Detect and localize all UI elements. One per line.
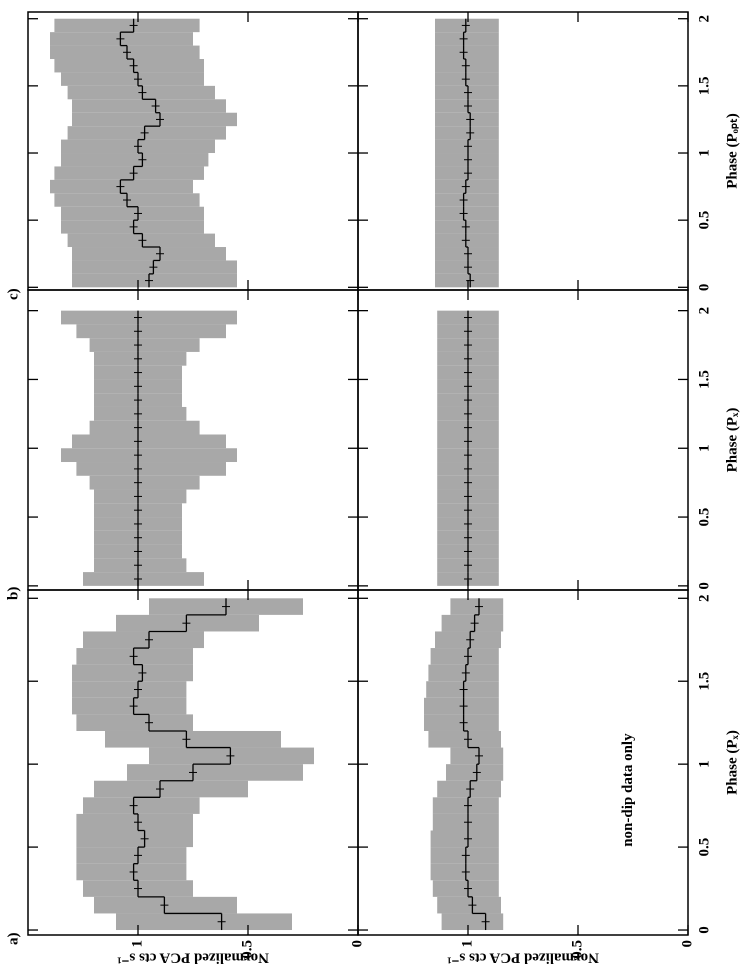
annotation: non-dip data only — [620, 733, 636, 847]
rotated-figure: 00.51a)Normalized PCA cts s⁻¹00.511.5200… — [5, 11, 740, 966]
scatter-cloud — [61, 206, 204, 221]
scatter-cloud — [72, 697, 187, 715]
x-tick-label: 0.5 — [696, 838, 712, 857]
y-tick-label: 0.5 — [239, 940, 255, 959]
scatter-cloud — [76, 324, 227, 339]
x-tick-label: 2 — [696, 595, 712, 603]
x-axis-label: Phase (Pₓ) — [724, 730, 740, 795]
x-axis-label: Phase (Pₒₚₜ) — [724, 113, 740, 189]
scatter-cloud — [61, 153, 209, 167]
scatter-cloud — [72, 681, 187, 698]
scatter-cloud — [89, 475, 200, 490]
scatter-cloud — [116, 913, 292, 931]
scatter-cloud — [89, 420, 200, 435]
scatter-cloud — [72, 247, 226, 261]
scatter-cloud — [54, 18, 200, 33]
x-tick-label: 1 — [696, 445, 712, 453]
x-axis-label: Phase (Pₓ) — [724, 408, 740, 473]
scatter-cloud — [72, 273, 237, 288]
x-tick-label: 0 — [696, 284, 712, 292]
scatter-cloud — [54, 166, 205, 180]
scatter-cloud — [72, 112, 237, 127]
scatter-cloud — [61, 448, 237, 463]
y-tick-label: 1 — [129, 940, 145, 948]
scatter-cloud — [83, 631, 204, 649]
x-tick-label: 0 — [696, 582, 712, 590]
y-tick-label: 0 — [349, 940, 365, 948]
scatter-cloud — [89, 338, 200, 352]
scatter-cloud — [61, 310, 237, 325]
scatter-cloud — [441, 913, 504, 931]
scatter-cloud — [83, 797, 200, 814]
scatter-cloud — [76, 714, 193, 731]
x-tick-label: 0.5 — [696, 508, 712, 527]
x-tick-label: 0.5 — [696, 211, 712, 230]
x-tick-label: 1 — [696, 149, 712, 157]
scatter-cloud — [127, 764, 303, 781]
x-tick-label: 2 — [696, 15, 712, 23]
scatter-cloud — [72, 664, 193, 682]
x-tick-label: 1.5 — [696, 370, 712, 389]
scatter-cloud — [76, 830, 193, 848]
y-axis-label: Normalized PCA cts s⁻¹ — [117, 950, 269, 966]
scatter-cloud — [83, 572, 204, 586]
y-axis-label: Normalized PCA cts s⁻¹ — [447, 950, 599, 966]
scatter-cloud — [72, 99, 226, 113]
panel-frame — [357, 289, 689, 591]
scatter-cloud — [105, 730, 281, 748]
x-tick-label: 2 — [696, 307, 712, 315]
scatter-cloud — [54, 59, 205, 73]
x-tick-label: 1.5 — [696, 76, 712, 95]
scatter-cloud — [72, 434, 226, 449]
scatter-cloud — [76, 847, 187, 864]
x-tick-label: 1.5 — [696, 672, 712, 691]
panel-label: b) — [5, 587, 21, 600]
panel-frame — [357, 589, 689, 936]
panel-frame — [357, 11, 689, 291]
scatter-cloud — [76, 462, 227, 476]
y-tick-label: 1 — [459, 940, 475, 948]
x-tick-label: 1 — [696, 760, 712, 768]
scatter-cloud — [94, 780, 248, 798]
y-tick-label: 0 — [679, 940, 695, 948]
panel-label: c) — [5, 288, 21, 300]
scatter-cloud — [61, 72, 204, 86]
panel-label: a) — [5, 933, 21, 946]
y-tick-label: 0.5 — [569, 940, 585, 959]
x-tick-label: 0 — [696, 926, 712, 934]
